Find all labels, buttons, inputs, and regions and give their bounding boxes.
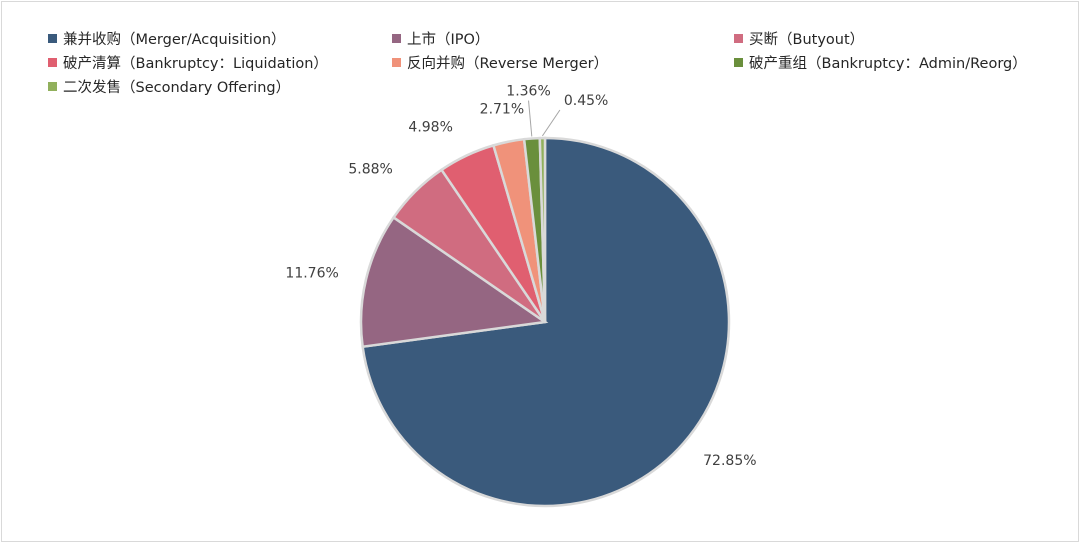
legend-swatch: [392, 34, 401, 43]
legend-swatch: [392, 58, 401, 67]
leader-line: [528, 100, 533, 137]
data-label: 5.88%: [348, 162, 392, 178]
legend-swatch: [48, 82, 57, 91]
slice-ipo: [359, 215, 549, 349]
leader-line: [541, 109, 561, 137]
legend: 兼并收购（Merger/Acquisition） 上市（IPO） 买断（Buty…: [0, 0, 1080, 110]
legend-item-merger: 兼并收购（Merger/Acquisition）: [48, 28, 286, 49]
legend-item-reverse-merger: 反向并购（Reverse Merger）: [392, 52, 608, 73]
legend-item-ipo: 上市（IPO）: [392, 28, 489, 49]
legend-swatch: [48, 58, 57, 67]
legend-label: 买断（Butyout）: [749, 32, 865, 48]
legend-label: 破产清算（Bankruptcy：Liquidation）: [63, 56, 328, 72]
data-label: 11.76%: [285, 266, 338, 282]
legend-item-buyout: 买断（Butyout）: [734, 28, 864, 49]
legend-item-liquidation: 破产清算（Bankruptcy：Liquidation）: [48, 52, 328, 73]
legend-swatch: [734, 58, 743, 67]
data-label: 1.36%: [506, 84, 550, 100]
legend-label: 兼并收购（Merger/Acquisition）: [63, 32, 286, 48]
legend-label: 二次发售（Secondary Offering）: [63, 80, 291, 96]
legend-label: 反向并购（Reverse Merger）: [407, 56, 609, 72]
data-label: 4.98%: [408, 120, 452, 136]
legend-swatch: [734, 34, 743, 43]
slice-secondary: [538, 136, 547, 323]
legend-item-secondary: 二次发售（Secondary Offering）: [48, 76, 290, 97]
legend-label: 破产重组（Bankruptcy：Admin/Reorg）: [749, 56, 1027, 72]
legend-item-reorg: 破产重组（Bankruptcy：Admin/Reorg）: [734, 52, 1027, 73]
data-label: 2.71%: [480, 101, 524, 117]
data-label: 0.45%: [564, 93, 608, 109]
data-label: 72.85%: [703, 453, 756, 469]
legend-swatch: [48, 34, 57, 43]
legend-label: 上市（IPO）: [407, 32, 490, 48]
